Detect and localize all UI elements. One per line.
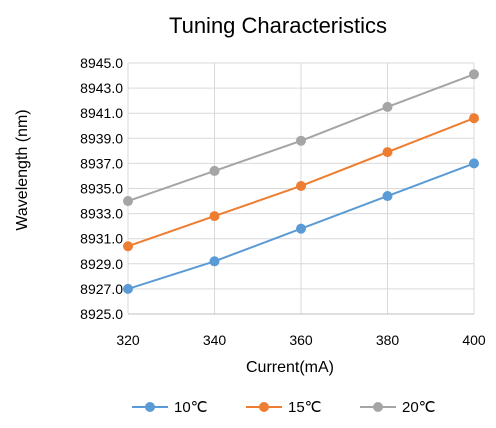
y-tick-label: 8927.0 — [80, 281, 123, 297]
y-tick-label: 8937.0 — [80, 155, 123, 171]
x-axis-title: Current(mA) — [246, 359, 334, 376]
data-point — [296, 135, 306, 146]
data-point — [382, 101, 393, 112]
y-tick-label: 8935.0 — [80, 181, 123, 197]
legend-item: 20℃ — [360, 399, 436, 416]
legend-swatch-marker — [373, 402, 383, 412]
y-axis-title: Wavelength (nm) — [14, 109, 31, 230]
y-tick-label: 8925.0 — [80, 306, 123, 322]
legend-swatch-marker — [259, 402, 269, 412]
y-tick-label: 8943.0 — [80, 80, 123, 96]
y-tick-label: 8941.0 — [80, 105, 123, 121]
data-point — [382, 191, 393, 202]
chart-title: Tuning Characteristics — [169, 13, 387, 38]
y-tick-label: 8945.0 — [80, 55, 123, 71]
legend-swatch-marker — [145, 402, 155, 412]
data-point — [469, 158, 479, 169]
x-tick-labels: 320 340 360 380 400 — [116, 332, 486, 348]
data-point — [469, 69, 479, 80]
data-point — [209, 211, 220, 222]
y-tick-label: 8939.0 — [80, 130, 123, 146]
data-point — [123, 196, 133, 207]
data-point — [209, 165, 220, 176]
data-point — [296, 180, 306, 191]
series-lines — [123, 69, 479, 294]
legend-item: 10℃ — [132, 399, 208, 416]
x-tick-label: 360 — [289, 332, 313, 348]
series-2 — [123, 69, 479, 207]
legend-label: 20℃ — [402, 399, 436, 416]
data-point — [296, 223, 306, 234]
data-point — [382, 147, 393, 158]
y-tick-labels: 8925.0 8927.0 8929.0 8931.0 8933.0 8935.0 8937… — [80, 55, 123, 322]
legend-label: 10℃ — [174, 399, 208, 416]
data-point — [469, 113, 479, 124]
x-tick-label: 380 — [376, 332, 400, 348]
data-point — [123, 283, 133, 294]
y-tick-label: 8929.0 — [80, 256, 123, 272]
legend-item: 15℃ — [246, 399, 322, 416]
y-tick-label: 8933.0 — [80, 206, 123, 222]
data-point — [209, 256, 220, 267]
legend: 10℃ 15℃ 20℃ — [132, 399, 436, 416]
x-tick-label: 340 — [203, 332, 227, 348]
y-tick-label: 8931.0 — [80, 231, 123, 247]
x-tick-label: 320 — [116, 332, 140, 348]
series-1 — [123, 113, 479, 252]
series-0 — [123, 158, 479, 294]
data-point — [123, 241, 133, 252]
legend-label: 15℃ — [288, 399, 322, 416]
x-tick-label: 400 — [462, 332, 486, 348]
